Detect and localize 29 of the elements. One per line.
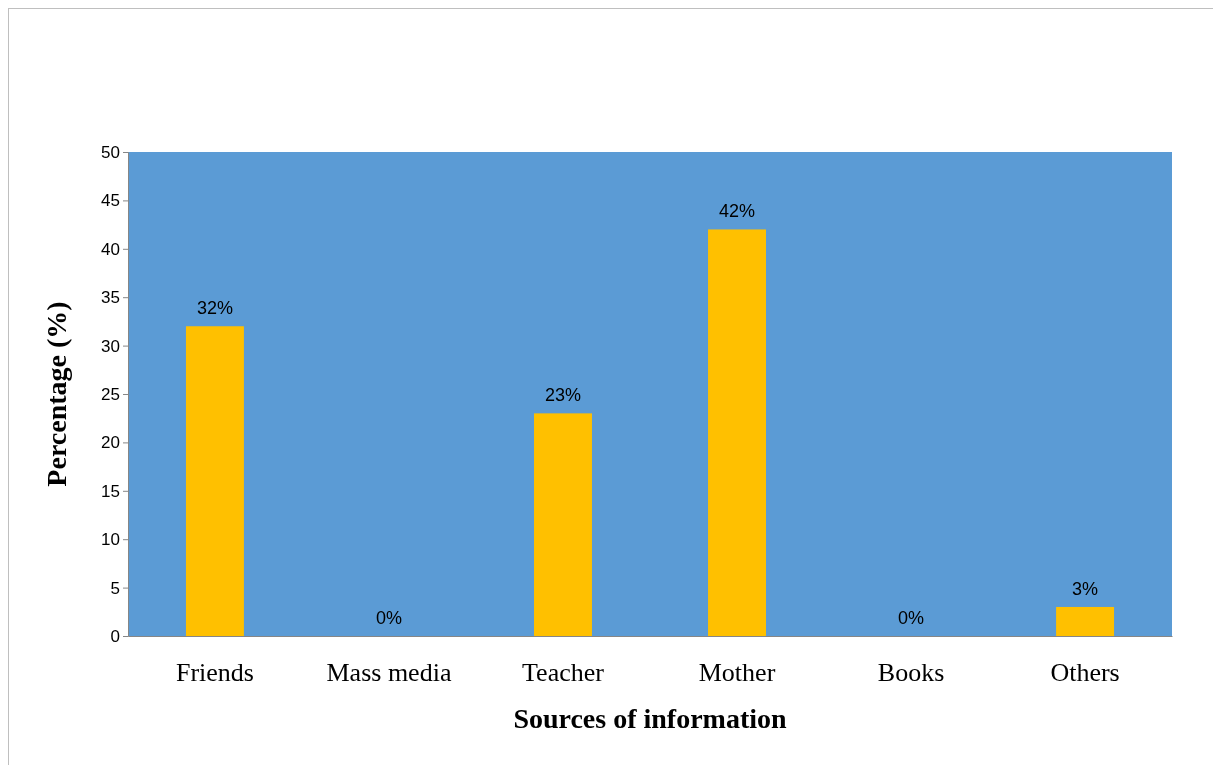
x-tick-label: Books (877, 657, 945, 687)
y-tick-label: 30 (101, 336, 120, 356)
x-tick-label: Friends (175, 657, 254, 687)
y-tick-label: 35 (101, 288, 120, 308)
x-tick-label: Mother (698, 657, 776, 687)
bar (185, 326, 244, 636)
bar (708, 229, 766, 636)
data-label: 0% (898, 608, 925, 628)
data-label: 23% (544, 385, 581, 406)
x-axis-title: Sources of information (513, 703, 788, 734)
y-tick-label: 0 (110, 626, 120, 646)
y-tick-label: 15 (101, 481, 120, 501)
y-axis-title: Percentage (%) (41, 301, 72, 487)
x-tick-label: Teacher (522, 657, 605, 687)
bar (534, 413, 592, 636)
y-tick-label: 50 (101, 142, 120, 162)
data-label: 3% (1072, 578, 1099, 599)
y-tick-label: 10 (101, 530, 120, 550)
data-label: 32% (196, 298, 233, 319)
data-label: 0% (375, 608, 402, 628)
y-tick-label: 45 (101, 191, 120, 211)
data-label: 42% (719, 201, 756, 222)
bar (1056, 606, 1115, 636)
y-tick-label: 5 (110, 578, 120, 598)
y-tick-label: 20 (101, 433, 120, 453)
x-tick-label: Mass media (326, 657, 452, 687)
y-tick-label: 40 (101, 239, 120, 259)
y-tick-label: 25 (101, 384, 120, 404)
x-tick-label: Others (1050, 657, 1120, 687)
